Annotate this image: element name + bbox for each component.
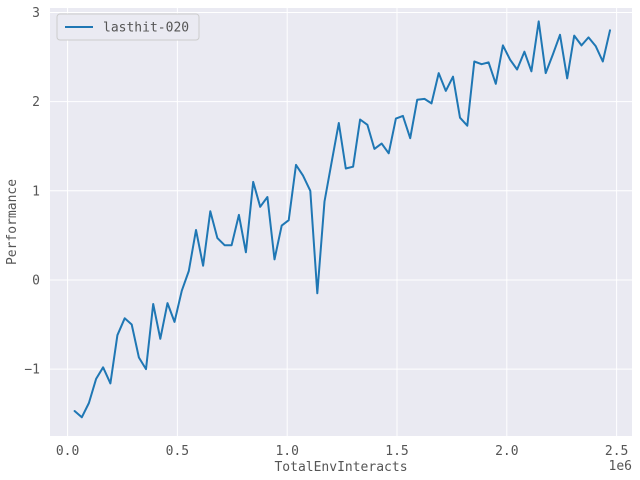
x-tick-label: 0.0 — [56, 444, 79, 459]
y-axis-ticks: −1 0 1 2 3 — [24, 6, 40, 378]
legend-box — [56, 13, 200, 41]
x-axis-label: TotalEnvInteracts — [274, 460, 407, 475]
x-tick-label: 0.5 — [166, 444, 189, 459]
x-tick-label: 1.0 — [275, 444, 298, 459]
y-tick-label: 1 — [32, 184, 40, 199]
x-tick-label: 2.5 — [605, 444, 628, 459]
y-tick-label: 3 — [32, 6, 40, 21]
y-axis-label: Performance — [5, 179, 20, 265]
series-line — [73, 20, 611, 419]
x-axis-ticks: 0.0 0.5 1.0 1.5 2.0 2.5 — [56, 444, 629, 459]
legend: lasthit-020 — [56, 13, 200, 41]
y-tick-label: −1 — [24, 363, 40, 378]
y-tick-label: 2 — [32, 95, 40, 110]
legend-entry: lasthit-020 — [103, 21, 189, 36]
x-axis-offset-label: 1e6 — [609, 459, 632, 474]
x-tick-label: 2.0 — [495, 444, 518, 459]
series-layer — [73, 20, 611, 419]
y-tick-label: 0 — [32, 273, 40, 288]
x-tick-label: 1.5 — [385, 444, 408, 459]
